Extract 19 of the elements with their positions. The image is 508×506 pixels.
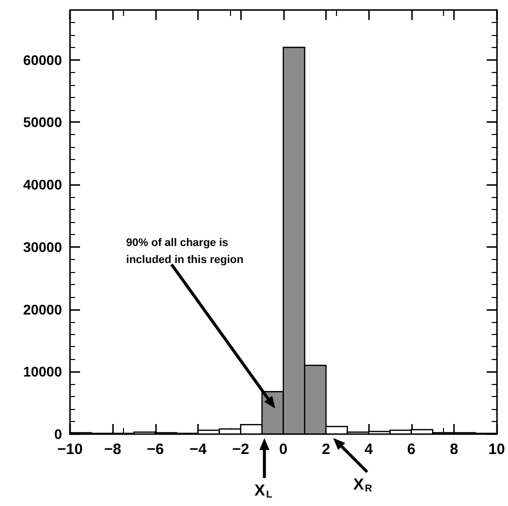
x-tick-label: −10 [57, 441, 83, 458]
x-tick-label: −2 [232, 441, 250, 458]
x-tick-label: −8 [104, 441, 122, 458]
y-tick-label: 60000 [23, 52, 62, 68]
x-tick-label: −6 [146, 441, 164, 458]
y-tick-label: 10000 [23, 364, 62, 380]
x-tick-label: 4 [364, 441, 374, 458]
x-tick-label: 8 [450, 441, 458, 458]
y-tick-label: 20000 [23, 301, 62, 318]
y-tick-label: 30000 [23, 238, 62, 255]
x-tick-label: 10 [488, 441, 505, 458]
x-tick-label: 2 [322, 441, 330, 458]
x-tick-label: 6 [407, 441, 416, 458]
annotation: 90% of all charge is included in this region [126, 237, 244, 266]
y-tick-label: 50000 [23, 114, 62, 130]
x-tick-label: −4 [189, 441, 208, 458]
x-tick-label: 0 [279, 441, 288, 458]
y-tick-label: 40000 [23, 176, 62, 193]
y-tick-label: 0 [54, 426, 62, 442]
